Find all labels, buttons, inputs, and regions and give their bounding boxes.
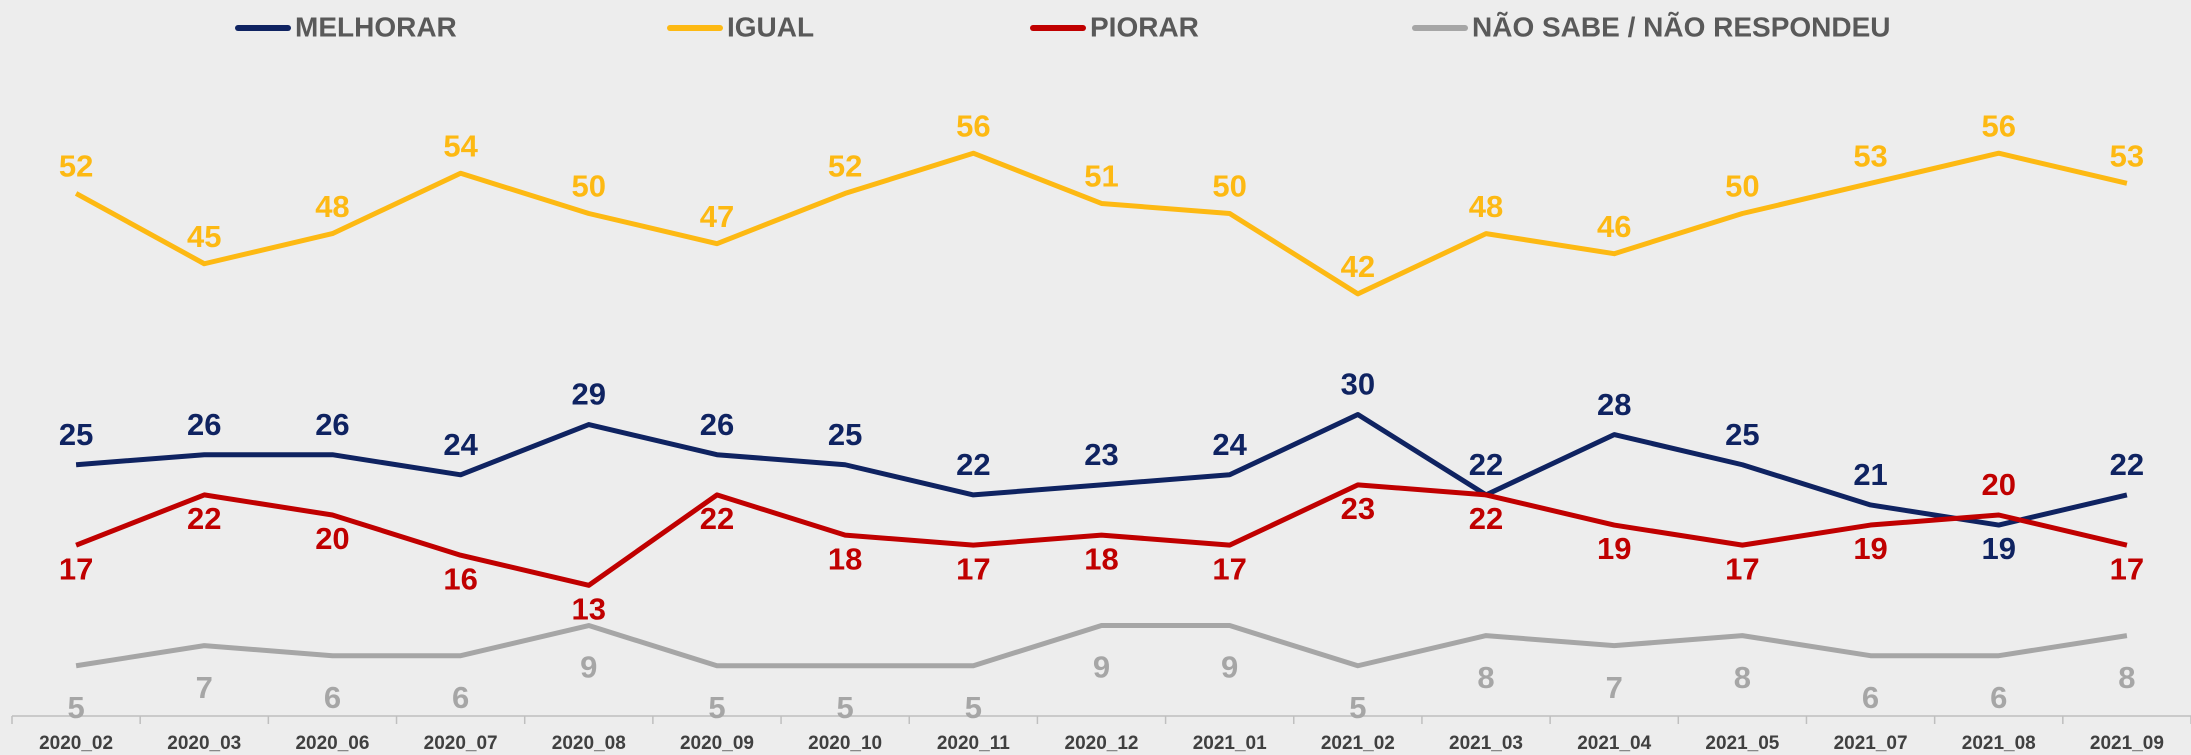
- data-label: 5: [1349, 690, 1366, 725]
- x-tick-label: 2021_09: [2090, 733, 2164, 754]
- x-tick-label: 2021_08: [1962, 733, 2036, 754]
- x-tick-label: 2020_03: [167, 733, 241, 754]
- data-label: 13: [572, 592, 606, 627]
- data-label: 28: [1597, 387, 1631, 422]
- data-label: 18: [828, 541, 862, 576]
- data-label: 22: [1469, 447, 1503, 482]
- data-label: 42: [1341, 249, 1375, 284]
- data-label: 23: [1341, 491, 1375, 526]
- x-tick-label: 2020_02: [39, 733, 113, 754]
- x-tick-label: 2021_07: [1834, 733, 1908, 754]
- data-label: 17: [1725, 551, 1759, 586]
- x-tick-label: 2020_10: [808, 733, 882, 754]
- data-label: 26: [315, 407, 349, 442]
- data-label: 51: [1084, 159, 1118, 194]
- data-label: 22: [2110, 447, 2144, 482]
- data-label: 20: [1981, 467, 2015, 502]
- x-tick-label: 2021_01: [1193, 733, 1267, 754]
- x-tick-label: 2020_12: [1065, 733, 1139, 754]
- data-label: 17: [956, 551, 990, 586]
- data-label: 24: [1212, 427, 1247, 462]
- data-label: 16: [443, 561, 477, 596]
- x-tick-label: 2020_09: [680, 733, 754, 754]
- legend-label: MELHORAR: [295, 11, 457, 42]
- data-label: 20: [315, 521, 349, 556]
- data-label: 9: [1221, 650, 1238, 685]
- data-label: 53: [2110, 139, 2144, 174]
- data-label: 19: [1853, 531, 1887, 566]
- data-label: 52: [828, 149, 862, 184]
- data-label: 46: [1597, 209, 1631, 244]
- series-line: [75, 412, 2128, 528]
- x-tick-label: 2021_02: [1321, 733, 1395, 754]
- data-label: 7: [1606, 670, 1623, 705]
- data-label: 50: [572, 169, 606, 204]
- legend-label: NÃO SABE / NÃO RESPONDEU: [1472, 11, 1891, 42]
- data-label: 25: [1725, 417, 1759, 452]
- data-label: 17: [1212, 551, 1246, 586]
- data-label: 26: [187, 407, 221, 442]
- x-tick-label: 2020_06: [295, 733, 369, 754]
- data-label: 8: [2118, 660, 2135, 695]
- data-label: 8: [1477, 660, 1494, 695]
- data-label: 6: [1990, 680, 2007, 715]
- data-label: 22: [187, 501, 221, 536]
- x-tick-label: 2021_05: [1705, 733, 1779, 754]
- data-label: 47: [700, 199, 734, 234]
- data-label: 52: [59, 149, 93, 184]
- data-label: 26: [700, 407, 734, 442]
- data-label: 19: [1981, 531, 2015, 566]
- data-label: 5: [67, 690, 84, 725]
- series-line: [74, 150, 2128, 297]
- x-tick-label: 2020_07: [424, 733, 498, 754]
- data-label: 9: [580, 650, 597, 685]
- legend-label: PIORAR: [1090, 11, 1199, 42]
- data-label: 5: [708, 690, 725, 725]
- data-label: 6: [1862, 680, 1879, 715]
- data-label: 6: [452, 680, 469, 715]
- data-label: 56: [956, 108, 990, 143]
- series-line: [75, 482, 2128, 588]
- data-label: 54: [443, 128, 478, 163]
- data-label: 48: [1469, 189, 1503, 224]
- data-label: 22: [956, 447, 990, 482]
- x-tick-label: 2020_11: [937, 733, 1010, 754]
- data-label: 25: [828, 417, 862, 452]
- data-label: 6: [324, 680, 341, 715]
- data-label: 24: [443, 427, 478, 462]
- data-label: 9: [1093, 650, 1110, 685]
- data-label: 5: [837, 690, 854, 725]
- data-label: 50: [1212, 169, 1246, 204]
- x-tick-label: 2021_04: [1577, 733, 1651, 754]
- legend-label: IGUAL: [727, 11, 814, 42]
- data-label: 50: [1725, 169, 1759, 204]
- data-label: 29: [572, 377, 606, 412]
- data-label: 17: [2110, 551, 2144, 586]
- data-label: 19: [1597, 531, 1631, 566]
- data-label: 8: [1734, 660, 1751, 695]
- data-label: 53: [1853, 139, 1887, 174]
- data-label: 30: [1341, 367, 1375, 402]
- data-label: 7: [196, 670, 213, 705]
- series-line: [75, 623, 2128, 669]
- data-label: 21: [1853, 457, 1887, 492]
- data-label: 45: [187, 219, 221, 254]
- x-tick-label: 2020_08: [552, 733, 626, 754]
- data-label: 56: [1981, 108, 2015, 143]
- data-label: 48: [315, 189, 349, 224]
- data-label: 23: [1084, 437, 1118, 472]
- data-label: 18: [1084, 541, 1118, 576]
- data-label: 5: [965, 690, 982, 725]
- x-tick-label: 2021_03: [1449, 733, 1523, 754]
- data-label: 22: [700, 501, 734, 536]
- data-label: 25: [59, 417, 93, 452]
- data-label: 22: [1469, 501, 1503, 536]
- data-label: 17: [59, 551, 93, 586]
